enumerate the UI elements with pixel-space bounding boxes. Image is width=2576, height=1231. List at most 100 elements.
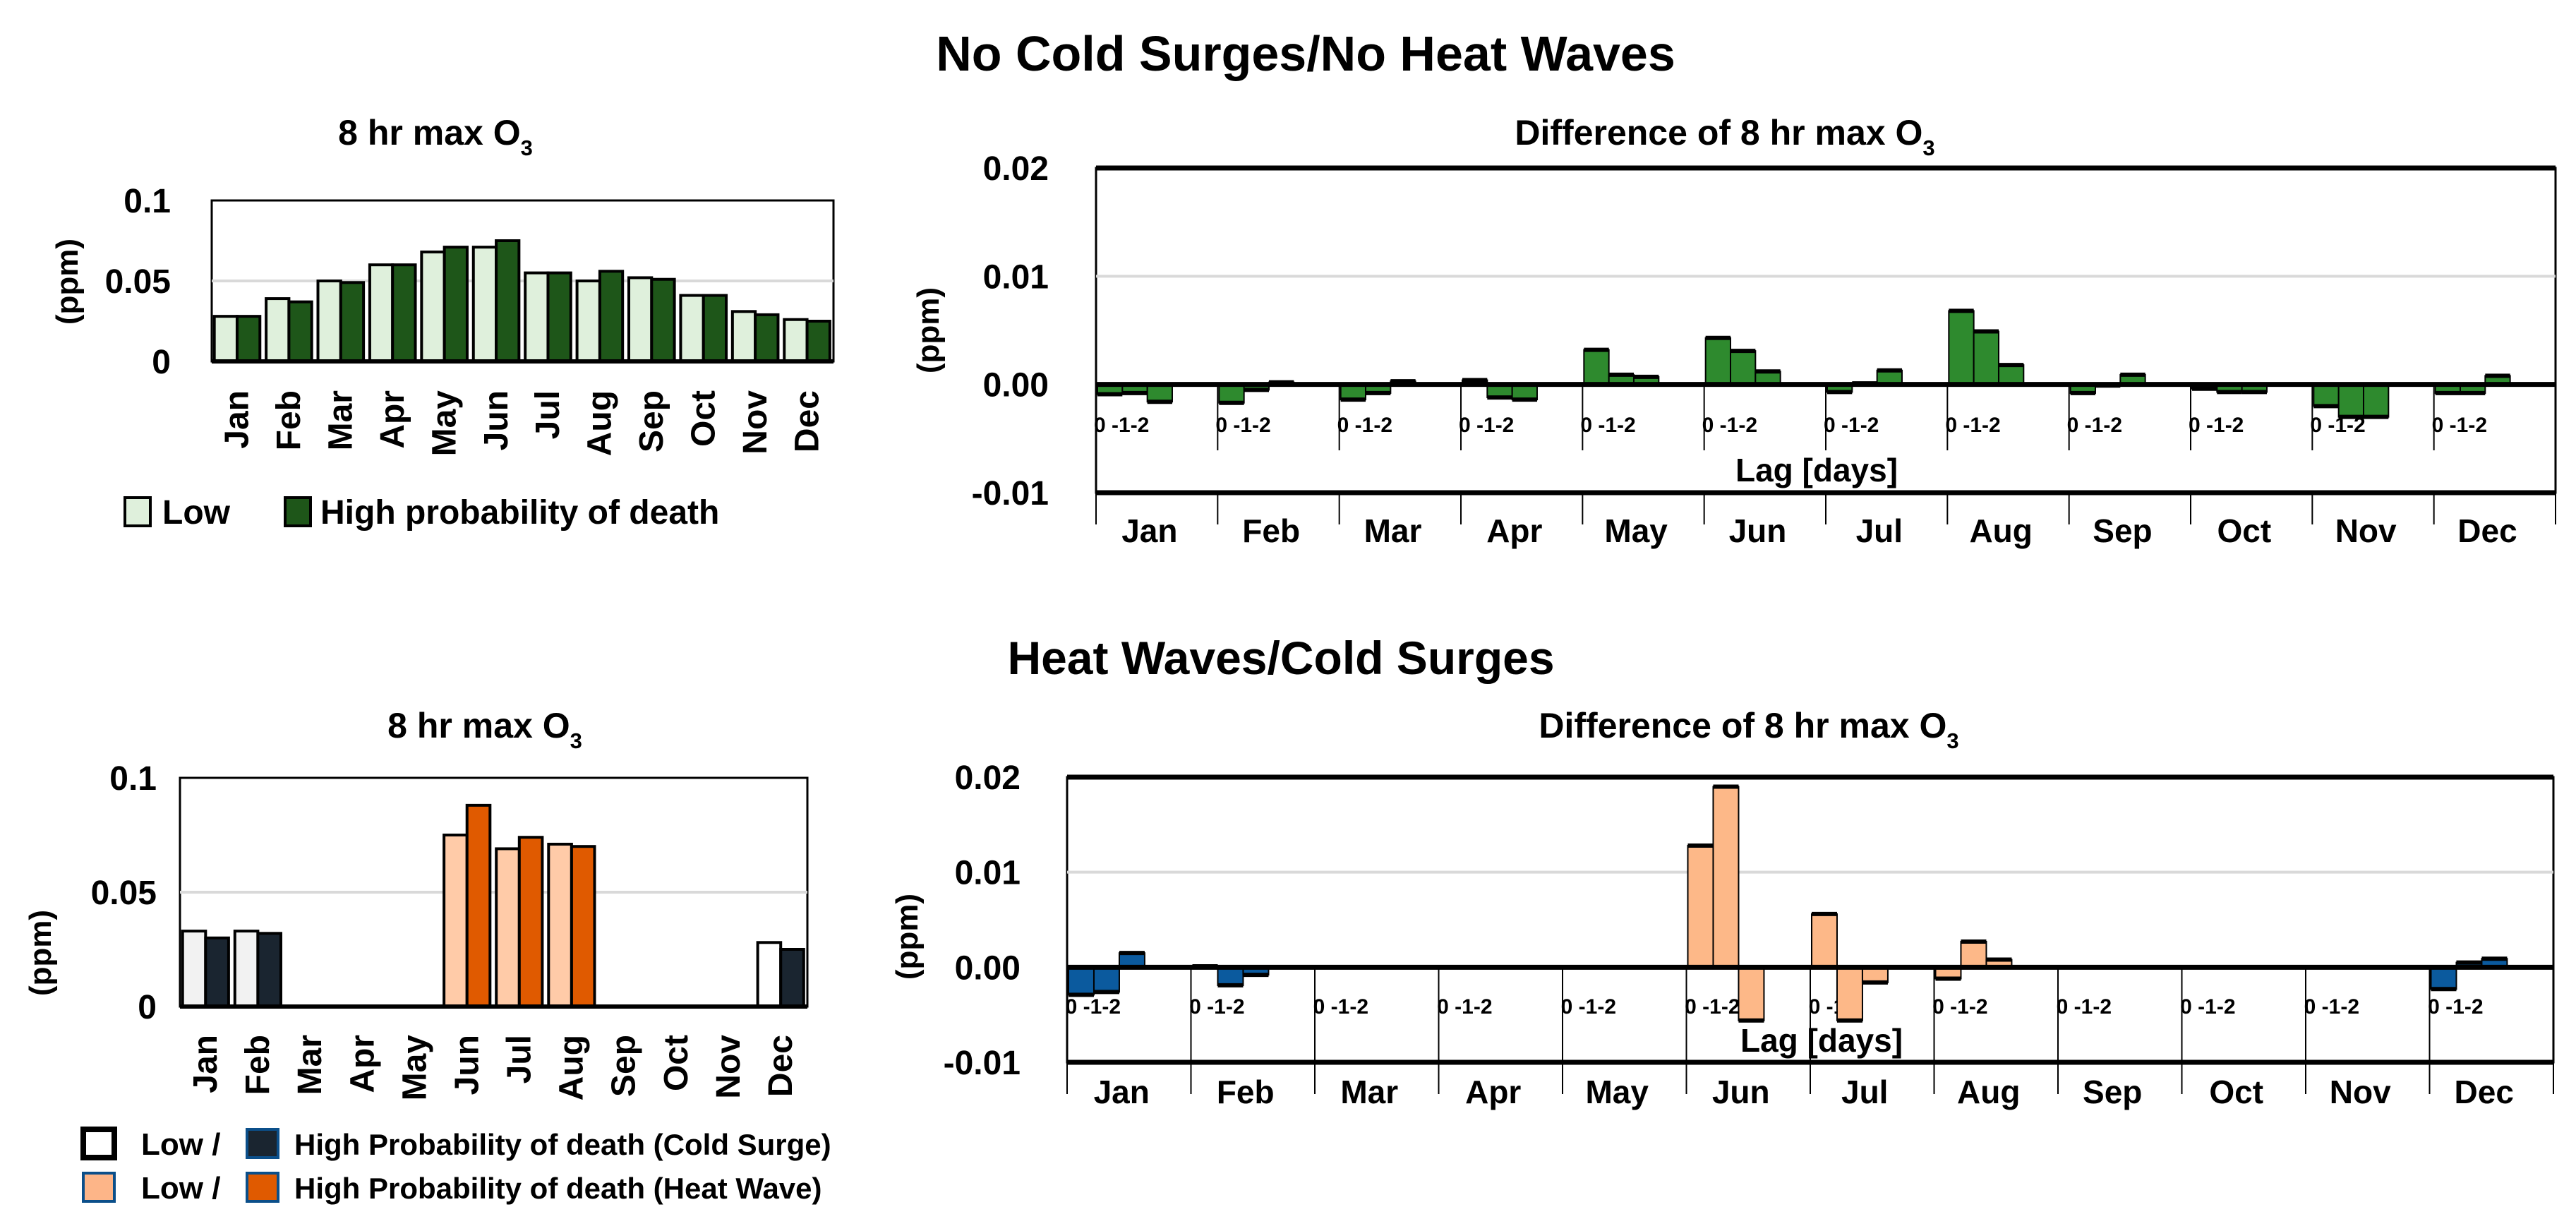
legend-label-low: Low	[162, 494, 231, 532]
bar-lag-1	[1712, 786, 1740, 968]
bar-high	[204, 936, 230, 1009]
bar-lag-1	[1973, 330, 1999, 385]
x-tick-label: Feb	[239, 1035, 277, 1095]
bar-high	[517, 836, 544, 1008]
bar-lag-1	[1836, 966, 1863, 1021]
bar-lag-0	[1704, 337, 1731, 385]
bar-lag-2	[1997, 364, 2025, 385]
chart-1: 8 hr max O3 0 0.05 0.1 (ppm) Jan Feb Mar Apr May J…	[50, 113, 835, 457]
bar-high	[570, 845, 596, 1008]
bar-high	[465, 803, 492, 1008]
bar-lag-2	[1738, 966, 1765, 1021]
lag-label: 0 -1-2	[2304, 995, 2359, 1019]
bar-low	[495, 847, 521, 1008]
x-tick-label: May	[1604, 512, 1668, 549]
x-tick-label: Jun	[1729, 512, 1787, 549]
x-tick-label: Sep	[633, 390, 670, 452]
lag-label: 0 -1-2	[1313, 995, 1368, 1019]
x-tick-label: Nov	[710, 1035, 747, 1099]
chart-title-subscript: 3	[521, 136, 533, 160]
bar-low	[783, 318, 809, 363]
bar-lag-1	[1217, 966, 1244, 986]
bar-lag-1	[1960, 940, 1987, 968]
x-tick-label: Jan	[1094, 1074, 1150, 1110]
bar-high	[546, 271, 572, 364]
x-tick-label: Jan	[1121, 512, 1177, 549]
x-tick-label: Feb	[270, 390, 308, 450]
chart-title: 8 hr max O3	[387, 706, 582, 753]
lag-label: 0 -1-2	[1189, 995, 1244, 1019]
legend-swatch-low	[124, 496, 152, 527]
y-tick-label: 0.01	[955, 855, 1021, 892]
bar-lag-0	[2313, 383, 2340, 407]
bar-high	[779, 948, 805, 1008]
lag-label: 0 -1-2	[1437, 995, 1492, 1019]
chart-title-text: 8 hr max O	[338, 113, 520, 152]
bar-low	[212, 315, 239, 364]
x-tick-label: Sep	[2083, 1074, 2142, 1110]
x-tick-label: Apr	[374, 390, 411, 449]
x-tick-label: Sep	[2093, 512, 2152, 549]
lag-label: 0 -1-2	[2180, 995, 2235, 1019]
bar-lag-0	[1218, 383, 1245, 404]
bar-lag-1	[1729, 350, 1757, 385]
lag-label: 0 -1-2	[1932, 995, 1987, 1019]
legend-label-low: Low /	[141, 1127, 220, 1162]
x-tick-label: May	[426, 390, 463, 457]
x-axis-label: Lag [days]	[1735, 452, 1898, 488]
legend-swatch-high	[246, 1172, 279, 1203]
x-tick-label: Jun	[448, 1035, 486, 1095]
lag-label: 0 -1-2	[1066, 995, 1121, 1019]
bar-high	[443, 246, 469, 363]
y-tick-label: 0.00	[955, 949, 1021, 987]
bar-low	[265, 297, 291, 363]
legend-swatch-high	[246, 1128, 279, 1159]
legend-bottom-left: Low / High Probability of death (Cold Sur…	[80, 1127, 831, 1206]
x-tick-label: Oct	[2217, 512, 2271, 549]
chart-title-text: Difference of 8 hr max O	[1515, 113, 1922, 152]
legend-label-high: High Probability of death (Cold Surge)	[294, 1128, 831, 1161]
x-tick-label: Nov	[737, 390, 774, 455]
bar-lag-0	[1068, 966, 1095, 996]
lag-label: 0 -1-2	[2067, 414, 2122, 437]
lag-label: 0 -1-2	[1702, 414, 1757, 437]
y-tick-label: 0.01	[983, 258, 1049, 296]
bar-low	[575, 280, 601, 363]
x-tick-label: Apr	[344, 1035, 381, 1093]
x-tick-label: Aug	[582, 390, 619, 456]
x-tick-label: Aug	[1957, 1074, 2020, 1110]
heading-heat-cold: Heat Waves/Cold Surges	[1007, 632, 1554, 684]
lag-label: 0 -1-2	[1459, 414, 1514, 437]
chart-4: Difference of 8 hr max O3 -0.01 0.00 0.01 0.…	[890, 706, 2555, 1110]
y-tick-label: 0.1	[124, 183, 171, 220]
lag-label: 0 -1-2	[1561, 995, 1616, 1019]
x-tick-label: Dec	[762, 1035, 800, 1097]
bar-low	[181, 930, 207, 1008]
chart-3: 8 hr max O3 0 0.05 0.1 (ppm) Jan Feb Mar Apr May J…	[23, 706, 809, 1100]
x-tick-label: Nov	[2335, 512, 2397, 549]
lag-label: 0 -1-2	[1580, 414, 1635, 437]
x-tick-label: Oct	[685, 390, 722, 447]
bar-lag-2	[1146, 383, 1173, 403]
bar-lag-0	[1583, 349, 1610, 385]
x-tick-label: Apr	[1465, 1074, 1521, 1110]
x-tick-label: Feb	[1217, 1074, 1275, 1110]
y-tick-label: 0.02	[983, 150, 1049, 188]
chart-title-text: Difference of 8 hr max O	[1539, 706, 1946, 745]
y-tick-label: 0	[152, 344, 171, 381]
legend-swatch-low	[80, 1127, 117, 1160]
chart-2: Difference of 8 hr max O3 -0.01 0.00 0.01 0.…	[911, 113, 2557, 549]
x-tick-label: Mar	[323, 390, 360, 450]
x-tick-label: Jul	[501, 1035, 538, 1083]
legend-swatch-low	[82, 1172, 116, 1203]
legend-label-low: Low /	[141, 1171, 220, 1206]
chart-title: Difference of 8 hr max O3	[1515, 113, 1934, 160]
bar-lag-0	[1948, 310, 1975, 385]
chart-title: Difference of 8 hr max O3	[1539, 706, 1958, 753]
x-tick-label: Jan	[187, 1035, 224, 1093]
x-tick-label: Jun	[478, 390, 515, 450]
x-tick-label: Aug	[1969, 512, 2032, 549]
y-tick-label: -0.01	[944, 1045, 1021, 1082]
bar-low	[730, 310, 757, 364]
y-tick-label: 0.02	[955, 759, 1021, 797]
